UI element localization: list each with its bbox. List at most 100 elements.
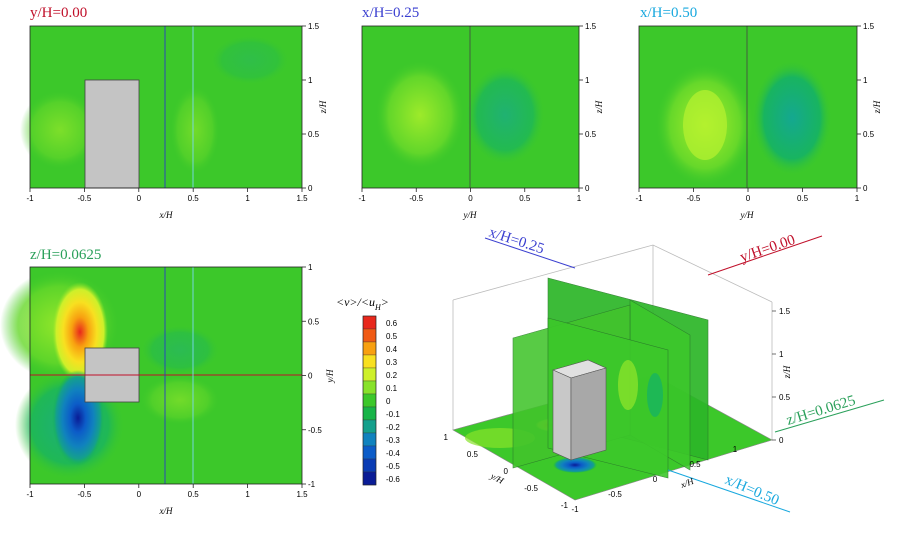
y-tick-label: 0.5 (308, 130, 320, 139)
y-tick-label: -0.5 (524, 484, 538, 493)
x-tick-label: 0 (137, 490, 142, 499)
y-tick-label: 0 (504, 467, 509, 476)
x-tick-label: 0 (137, 194, 142, 203)
z-tick-label: 1 (779, 350, 784, 359)
y-tick-label: 1 (585, 76, 590, 85)
y-tick-label: 0.5 (467, 450, 479, 459)
y-axis-label: z/H (594, 100, 604, 114)
building-block (84, 79, 140, 189)
colorbar-swatch (362, 367, 377, 382)
y-tick-label: 0.5 (585, 130, 597, 139)
plot-frame (29, 25, 303, 189)
colorbar-labels: 0.6 0.5 0.4 0.3 0.2 0.1 0 -0.1 -0.2 -0.3 -0.4 -0.5 -… (386, 319, 400, 484)
colorbar-label: 0.1 (386, 384, 398, 393)
panel-title: y/H=0.00 (30, 5, 87, 21)
x-tick-label: -0.5 (409, 194, 423, 203)
y-tick-label: 0.5 (863, 130, 875, 139)
label-y000: y/H=0.00 (738, 232, 797, 266)
x-tick-label: -0.5 (78, 490, 92, 499)
colorbar-swatches (362, 315, 377, 486)
y-tick-label: 1.5 (585, 22, 597, 31)
colorbar-label: 0.5 (386, 332, 398, 341)
z-tick-label: 0 (779, 436, 784, 445)
x-tick-label: -1 (26, 194, 34, 203)
contour-lobe (210, 35, 290, 85)
x-tick-label: 1 (733, 445, 738, 454)
y-tick-label: 1.5 (863, 22, 875, 31)
x-tick-label: -1 (635, 194, 643, 203)
x-tick-label: -1 (358, 194, 366, 203)
x-tick-label: 0 (468, 194, 473, 203)
panel-x025: x/H=0.25 -1 -0.5 0 0.5 1 0 0.5 1 1.5 y/H z/H (358, 5, 604, 220)
colorbar-swatch (362, 315, 377, 330)
y-tick-label: 0.5 (308, 317, 320, 326)
y-axis-label: y/H (325, 369, 335, 383)
colorbar-swatch (362, 393, 377, 408)
contour-lobe (20, 90, 100, 170)
label-x050: x/H=0.50 (722, 472, 781, 509)
colorbar-title: <v>/<uH> (336, 295, 389, 312)
colorbar: <v>/<uH> 0.6 0.5 0.4 0.3 0.2 0.1 0 -0.1 -0.2 -0.3… (336, 295, 400, 486)
z-axis-label: z/H (782, 365, 792, 379)
x-tick-label: 1 (855, 194, 860, 203)
x-tick-label: 0 (653, 475, 658, 484)
y-ticks: 0 0.5 1 1.5 (302, 22, 320, 193)
panel-title: x/H=0.25 (362, 5, 419, 21)
colorbar-swatch (362, 432, 377, 447)
y-tick-label: -1 (561, 501, 569, 510)
y-tick-label: 0 (585, 184, 590, 193)
x-tick-label: 0.5 (797, 194, 809, 203)
colorbar-label: -0.1 (386, 410, 400, 419)
panel-z0625: z/H=0.0625 -1 -0.5 0 0.5 1 1.5 -1 -0.5 0 0.5 1 x/… (0, 247, 335, 516)
x-tick-label: 1 (245, 490, 250, 499)
y-ticks: 0 0.5 1 1.5 (579, 22, 597, 193)
x-tick-label: 0.5 (519, 194, 531, 203)
x-tick-label: 0.5 (188, 194, 200, 203)
colorbar-swatch (362, 458, 377, 473)
x-tick-label: 1.5 (296, 490, 308, 499)
y-tick-label: 1 (444, 433, 449, 442)
y-axis-label: z/H (872, 100, 882, 114)
colorbar-label: -0.2 (386, 423, 400, 432)
axes-3d: 00.511.5z/H-1-0.500.51x/H-1-0.500.51y/H (444, 307, 792, 514)
contour-lobe (465, 65, 545, 165)
y-tick-label: 0 (308, 372, 313, 381)
colorbar-frame (362, 315, 377, 486)
colorbar-swatch (362, 419, 377, 434)
contour-lobe (375, 60, 465, 170)
x-tick-label: -0.5 (608, 490, 622, 499)
colorbar-label: 0.2 (386, 371, 398, 380)
x-axis-label: x/H (159, 506, 173, 516)
x-axis-label: y/H (463, 210, 477, 220)
x-ticks: -1 -0.5 0 0.5 1 (358, 188, 582, 203)
colorbar-label: -0.5 (386, 462, 400, 471)
panel-title: x/H=0.50 (640, 5, 697, 21)
x-tick-label: 1.5 (296, 194, 308, 203)
x-tick-label: -0.5 (687, 194, 701, 203)
contour-lobe (140, 375, 220, 425)
x050-label-line (667, 469, 791, 513)
plane-contour (618, 360, 638, 410)
block-right (570, 367, 607, 461)
y-tick-label: -0.5 (308, 426, 322, 435)
colorbar-label: -0.3 (386, 436, 400, 445)
y-tick-label: 1 (863, 76, 868, 85)
y-ticks: -1 -0.5 0 0.5 1 (302, 263, 322, 489)
x-ticks: -1 -0.5 0 0.5 1 1.5 (26, 484, 308, 499)
x-tick-label: 1 (577, 194, 582, 203)
x-axis-label: x/H (678, 476, 695, 490)
z0625-label-line (774, 399, 885, 433)
x-tick-label: 1 (245, 194, 250, 203)
contour-lobe (140, 325, 220, 375)
block-left (552, 369, 572, 461)
panel-y000: y/H=0.00 -1 -0.5 0 0.5 1 1.5 0 0.5 1 1.5 x/H z/H (20, 5, 328, 220)
x-axis-label: x/H (159, 210, 173, 220)
z-tick-label: 0.5 (779, 393, 791, 402)
x-tick-label: 0.5 (188, 490, 200, 499)
x-tick-label: -0.5 (78, 194, 92, 203)
y-axis-label: z/H (318, 100, 328, 114)
z-tick-label: 1.5 (779, 307, 791, 316)
colorbar-label: 0.4 (386, 345, 398, 354)
x-tick-label: -1 (571, 505, 579, 514)
